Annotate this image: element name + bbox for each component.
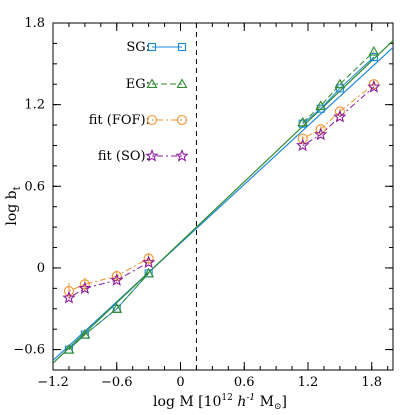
legend-label: fit (SO): (98, 149, 150, 164)
legend-marker (177, 42, 187, 52)
legend-label: SG: (126, 40, 150, 55)
y-tick-label: −0.6 (13, 343, 45, 358)
data-point (297, 116, 309, 127)
legend-marker (175, 149, 189, 162)
series-line (68, 262, 149, 299)
data-point (63, 286, 74, 297)
data-point (297, 133, 308, 144)
y-tick-label: 1.2 (24, 98, 45, 113)
data-point (79, 279, 90, 290)
x-tick-label: 0.6 (234, 375, 255, 390)
data-point (78, 281, 92, 295)
series-line (302, 56, 375, 125)
legend-marker (176, 114, 188, 126)
data-point (333, 109, 347, 123)
legend-marker (176, 78, 188, 89)
y-axis-label: log bt (4, 186, 23, 225)
y-tick-label: 1.8 (24, 16, 45, 31)
series-line (302, 83, 375, 140)
series-line (302, 51, 375, 123)
x-tick-label: −0.6 (101, 375, 133, 390)
data-point (111, 303, 123, 313)
data-point (315, 124, 326, 135)
data-point (62, 290, 76, 304)
x-tick-label: −1.2 (37, 375, 69, 390)
data-point (110, 273, 124, 286)
legend-marker (146, 114, 158, 126)
data-point (143, 253, 154, 264)
data-point (79, 328, 91, 339)
series-line (68, 257, 149, 292)
series-line (302, 86, 375, 146)
data-point (141, 255, 156, 269)
data-point (367, 79, 381, 93)
y-tick-label: 0.6 (24, 179, 45, 194)
data-point (314, 127, 328, 141)
x-tick-label: 0 (176, 375, 184, 390)
series-4 (62, 79, 381, 304)
fit-line (53, 47, 393, 361)
data-point (296, 138, 310, 152)
data-point (63, 343, 75, 354)
y-tick-label: 0 (37, 261, 45, 276)
x-tick-label: 1.8 (361, 375, 382, 390)
plot-frame (52, 22, 394, 371)
data-point (369, 52, 378, 62)
data-point (334, 78, 346, 89)
x-tick-label: 1.2 (298, 375, 319, 390)
fit-line (53, 40, 393, 364)
legend-label: fit (FOF): (89, 113, 150, 128)
legend-marker (147, 42, 157, 52)
data-point (143, 267, 155, 278)
data-point (315, 100, 327, 111)
data-point (368, 45, 380, 56)
series-line (68, 273, 149, 350)
legend-marker (145, 149, 159, 162)
legend-label: EG: (126, 77, 150, 92)
series-2 (63, 45, 380, 354)
plot-area: −1.2 −0.6 0 0.6 1.2 1.8 −0.6 0 0.6 1.2 1.8 (13, 16, 394, 390)
x-axis-label: log M [1012 h-1 M⊙] (153, 393, 287, 412)
legend: SG: EG: fit (FOF): fit (SO): (89, 40, 189, 164)
data-point (334, 106, 345, 117)
legend-marker (146, 78, 158, 89)
